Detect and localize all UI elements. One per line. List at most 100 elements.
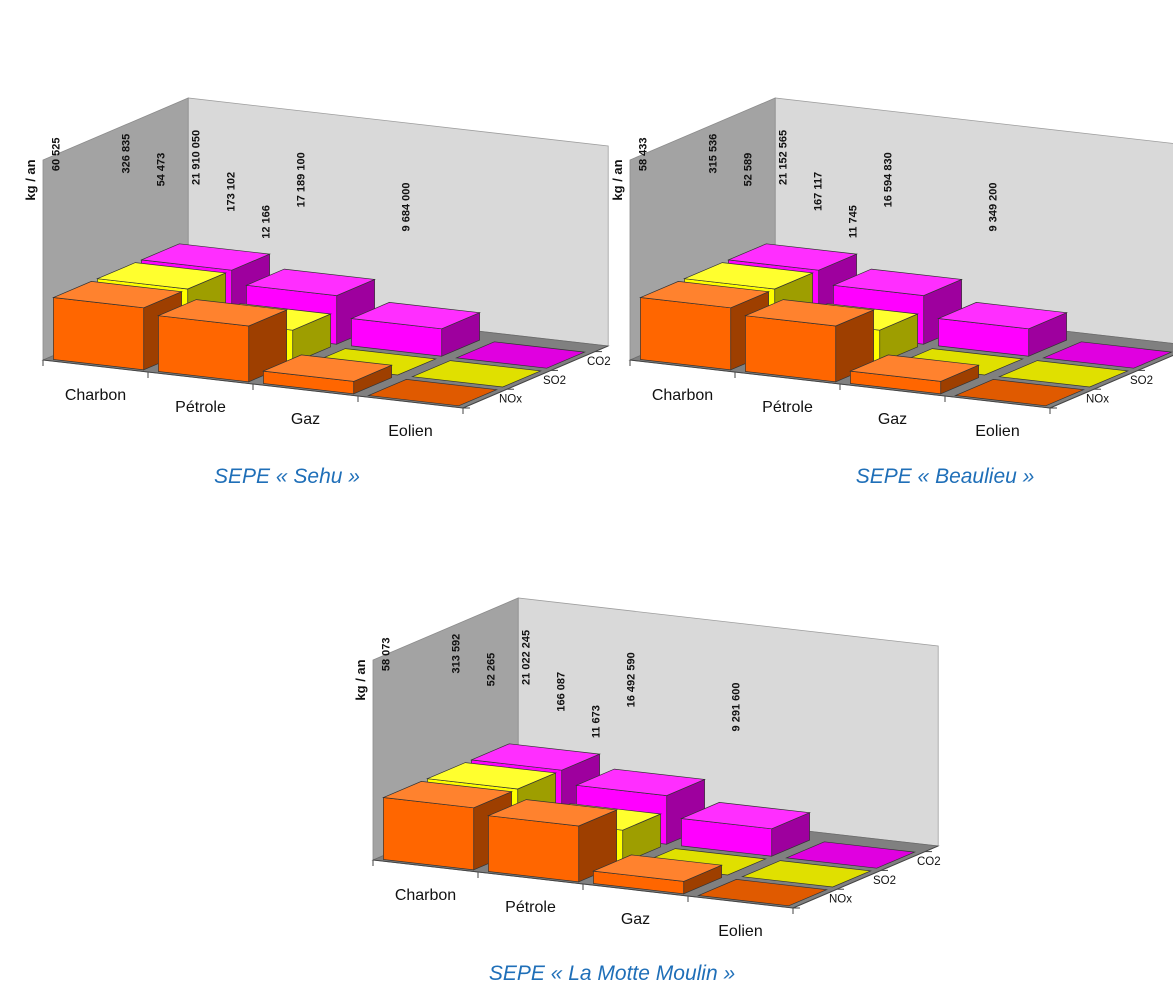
bar-nox-gaz <box>592 854 723 895</box>
bar-so2-eolien <box>998 360 1129 388</box>
bar-nox-gaz <box>262 354 393 395</box>
y-axis-title: kg / an <box>610 159 625 200</box>
category-label-petrole: Pétrole <box>175 399 226 416</box>
bar-top-face <box>680 802 811 830</box>
bar-top-face <box>849 354 980 382</box>
data-label-so2-petrole: 166 087 <box>556 672 568 712</box>
data-label-so2-petrole: 167 117 <box>813 172 825 211</box>
bar-zero-face <box>697 879 828 907</box>
data-label-nox-charbon: 60 525 <box>51 138 63 172</box>
bar-nox-eolien <box>367 379 498 407</box>
bar-top-face <box>382 781 513 809</box>
data-label-nox-gaz: 11 745 <box>848 205 860 238</box>
bar-nox-petrole <box>157 299 288 383</box>
bar-top-face <box>96 262 227 290</box>
bar-zero-face <box>998 360 1129 388</box>
bar-front-face <box>53 297 145 371</box>
category-label-eolien: Eolien <box>388 423 432 440</box>
chart-beaulieu: 21 152 565 16 594 830 9 349 200 315 536 167 … <box>610 97 1173 440</box>
bar-top-face <box>727 243 858 271</box>
y-axis-title: kg / an <box>23 159 38 200</box>
data-label-co2-charbon: 21 152 565 <box>778 130 790 185</box>
bar-top-face <box>592 854 723 882</box>
series-label-so2: SO2 <box>543 375 566 387</box>
bar-co2-gaz <box>350 302 481 357</box>
bar-top-face <box>140 243 271 271</box>
bar-top-face <box>937 302 1068 330</box>
data-label-co2-gaz: 9 291 600 <box>731 683 743 732</box>
series-label-nox: NOx <box>499 394 522 406</box>
data-label-co2-charbon: 21 910 050 <box>191 130 203 185</box>
chart-panel-beaulieu: 21 152 565 16 594 830 9 349 200 315 536 167 … <box>610 5 1173 445</box>
chart-sehu: 21 910 050 17 189 100 9 684 000 326 835 173 … <box>23 97 611 440</box>
series-label-co2: CO2 <box>917 856 941 868</box>
bar-nox-gaz <box>849 354 980 395</box>
bar-zero-face <box>741 860 872 888</box>
y-axis-title: kg / an <box>353 659 368 700</box>
category-label-gaz: Gaz <box>878 411 907 428</box>
category-label-charbon: Charbon <box>395 887 456 904</box>
category-label-gaz: Gaz <box>291 411 320 428</box>
bar-nox-eolien <box>697 879 828 907</box>
bar-co2-eolien <box>1042 341 1173 369</box>
chart-la-motte-moulin: 21 022 245 16 492 590 9 291 600 313 592 166 … <box>353 597 941 940</box>
series-axis-line <box>792 845 939 909</box>
data-label-so2-charbon: 315 536 <box>708 134 720 174</box>
bar-front-face <box>488 815 580 883</box>
data-label-nox-petrole: 52 265 <box>486 653 498 687</box>
series-label-so2: SO2 <box>873 875 896 887</box>
data-label-so2-charbon: 313 592 <box>451 634 463 674</box>
data-label-nox-petrole: 52 589 <box>743 153 755 187</box>
bar-zero-face <box>785 841 916 869</box>
bar-co2-gaz <box>680 802 811 857</box>
bar-front-face <box>158 315 250 383</box>
bar-top-face <box>350 302 481 330</box>
bar-so2-eolien <box>411 360 542 388</box>
chart-panel-sehu: 21 910 050 17 189 100 9 684 000 326 835 173 … <box>23 5 611 445</box>
series-label-nox: NOx <box>829 894 852 906</box>
chart-panel-la-motte-moulin: 21 022 245 16 492 590 9 291 600 313 592 166 … <box>353 505 941 945</box>
data-label-so2-charbon: 326 835 <box>121 134 133 174</box>
bar-top-face <box>262 354 393 382</box>
bar-top-face <box>52 281 183 309</box>
bar-co2-eolien <box>785 841 916 869</box>
data-label-co2-petrole: 16 594 830 <box>883 152 895 207</box>
bar-top-face <box>744 299 875 327</box>
data-label-co2-gaz: 9 684 000 <box>401 183 413 232</box>
data-label-nox-charbon: 58 433 <box>638 138 650 172</box>
category-label-gaz: Gaz <box>621 911 650 928</box>
plot-area: 21 152 565 16 594 830 9 349 200 315 536 167 … <box>610 97 1173 440</box>
bar-zero-face <box>367 379 498 407</box>
bar-top-face <box>832 268 963 296</box>
data-label-co2-charbon: 21 022 245 <box>521 630 533 685</box>
data-label-co2-gaz: 9 349 200 <box>988 183 1000 232</box>
bar-top-face <box>470 743 601 771</box>
bar-top-face <box>639 281 770 309</box>
category-label-charbon: Charbon <box>65 387 126 404</box>
bar-co2-eolien <box>455 341 586 369</box>
bar-top-face <box>426 762 557 790</box>
data-label-nox-gaz: 11 673 <box>591 705 603 738</box>
category-label-petrole: Pétrole <box>762 399 813 416</box>
data-label-so2-petrole: 173 102 <box>226 172 238 212</box>
series-label-so2: SO2 <box>1130 375 1153 387</box>
category-label-charbon: Charbon <box>652 387 713 404</box>
chart-caption-la-motte-moulin: SEPE « La Motte Moulin » <box>488 962 736 985</box>
bar-top-face <box>157 299 288 327</box>
data-label-co2-petrole: 17 189 100 <box>296 152 308 207</box>
chart-caption-sehu: SEPE « Sehu » <box>214 465 360 488</box>
bar-zero-face <box>455 341 586 369</box>
series-axis-line <box>462 345 609 409</box>
data-label-nox-petrole: 54 473 <box>156 153 168 187</box>
category-label-eolien: Eolien <box>718 923 762 940</box>
bar-front-face <box>640 297 732 371</box>
bar-zero-face <box>411 360 542 388</box>
data-label-nox-gaz: 12 166 <box>261 205 273 239</box>
data-label-co2-petrole: 16 492 590 <box>626 652 638 707</box>
bar-nox-petrole <box>744 299 875 383</box>
bar-co2-gaz <box>937 302 1068 357</box>
bar-nox-petrole <box>487 799 618 883</box>
bar-zero-face <box>954 379 1085 407</box>
bar-zero-face <box>1042 341 1173 369</box>
bar-front-face <box>745 315 837 383</box>
